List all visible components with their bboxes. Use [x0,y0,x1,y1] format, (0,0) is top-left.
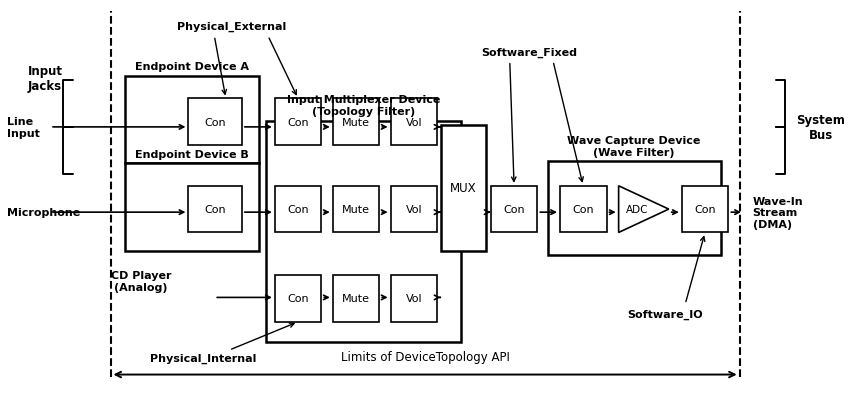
Bar [391,186,437,233]
Text: Con: Con [572,205,594,215]
Text: Limits of DeviceTopology API: Limits of DeviceTopology API [340,350,510,363]
Bar [333,186,379,233]
Bar [275,275,321,322]
Bar [188,186,242,233]
Bar [125,164,259,251]
Text: Endpoint Device B: Endpoint Device B [136,149,249,159]
Bar [275,186,321,233]
Text: ADC: ADC [626,205,649,215]
Text: Con: Con [503,205,525,215]
Bar [188,99,242,146]
Text: Vol: Vol [405,205,422,215]
Text: Physical_External: Physical_External [177,21,286,32]
Text: Software_IO: Software_IO [627,309,703,319]
Text: Physical_Internal: Physical_Internal [149,353,257,364]
Bar [333,99,379,146]
Text: Line
Input: Line Input [7,117,40,139]
Text: Con: Con [287,294,309,304]
Bar [391,275,437,322]
Text: Mute: Mute [342,117,370,128]
Bar [275,99,321,146]
Text: Vol: Vol [405,294,422,304]
Text: Software_Fixed: Software_Fixed [480,47,577,58]
Text: Con: Con [287,205,309,215]
Text: Microphone: Microphone [7,208,80,217]
Text: Endpoint Device A: Endpoint Device A [136,62,249,72]
Text: Mute: Mute [342,294,370,304]
Bar [125,77,259,164]
Bar [391,99,437,146]
Text: Mute: Mute [342,205,370,215]
Bar [266,122,461,342]
Bar [491,186,537,233]
Text: Vol: Vol [405,117,422,128]
Text: System
Bus: System Bus [797,114,845,141]
Text: Con: Con [204,205,226,215]
Text: MUX: MUX [450,182,476,195]
Bar [333,275,379,322]
Bar [560,186,607,233]
Text: Input
Jacks: Input Jacks [28,65,62,93]
Text: Con: Con [204,117,226,128]
Bar [682,186,728,233]
Text: Input Multiplexer Device
(Topology Filter): Input Multiplexer Device (Topology Filte… [287,95,440,117]
Bar [548,162,721,255]
Text: CD Player
(Analog): CD Player (Analog) [111,271,171,292]
Polygon shape [619,186,669,233]
Bar [441,126,486,251]
Text: Wave Capture Device
(Wave Filter): Wave Capture Device (Wave Filter) [568,136,701,157]
Text: Con: Con [694,205,716,215]
Text: Con: Con [287,117,309,128]
Text: Wave-In
Stream
(DMA): Wave-In Stream (DMA) [753,196,804,229]
